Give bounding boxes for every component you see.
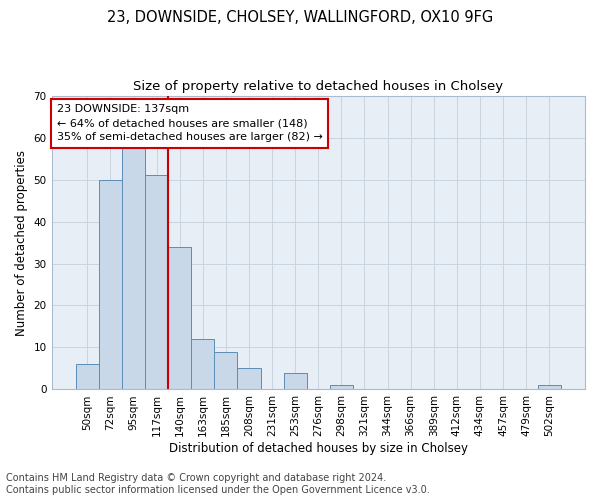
Bar — [168, 246, 191, 390]
Y-axis label: Number of detached properties: Number of detached properties — [15, 150, 28, 336]
Bar — [122, 146, 145, 390]
Bar — [99, 180, 122, 390]
Bar — [284, 372, 307, 390]
Title: Size of property relative to detached houses in Cholsey: Size of property relative to detached ho… — [133, 80, 503, 93]
Text: Contains HM Land Registry data © Crown copyright and database right 2024.
Contai: Contains HM Land Registry data © Crown c… — [6, 474, 430, 495]
X-axis label: Distribution of detached houses by size in Cholsey: Distribution of detached houses by size … — [169, 442, 468, 455]
Bar — [76, 364, 99, 390]
Bar — [238, 368, 260, 390]
Bar — [330, 386, 353, 390]
Text: 23, DOWNSIDE, CHOLSEY, WALLINGFORD, OX10 9FG: 23, DOWNSIDE, CHOLSEY, WALLINGFORD, OX10… — [107, 10, 493, 25]
Text: 23 DOWNSIDE: 137sqm
← 64% of detached houses are smaller (148)
35% of semi-detac: 23 DOWNSIDE: 137sqm ← 64% of detached ho… — [57, 104, 323, 142]
Bar — [214, 352, 238, 390]
Bar — [145, 176, 168, 390]
Bar — [191, 339, 214, 390]
Bar — [538, 386, 561, 390]
